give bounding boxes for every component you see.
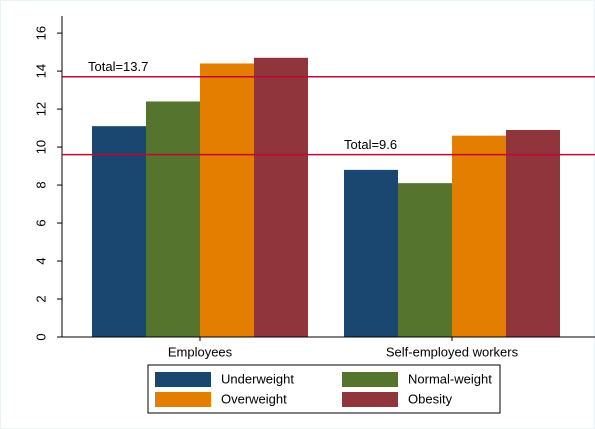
bar: [146, 101, 200, 337]
y-tick-label: 12: [33, 102, 48, 116]
legend-swatch: [342, 372, 398, 387]
y-tick-label: 2: [33, 295, 48, 302]
bar: [452, 135, 506, 337]
bar: [254, 57, 308, 337]
legend-swatch: [155, 372, 211, 387]
y-tick-label: 8: [33, 181, 48, 188]
y-tick-label: 0: [33, 333, 48, 340]
y-tick-label: 4: [33, 257, 48, 264]
y-tick-label: 6: [33, 219, 48, 226]
bar: [344, 169, 398, 337]
x-tick-label: Employees: [168, 344, 233, 359]
legend-swatch: [155, 392, 211, 407]
y-tick-label: 14: [33, 64, 48, 78]
bar: [200, 63, 254, 338]
x-tick-label: Self-employed workers: [386, 344, 519, 359]
legend-label: Normal-weight: [408, 371, 492, 386]
bar: [92, 126, 146, 337]
reference-label: Total=9.6: [344, 137, 397, 152]
legend-label: Obesity: [408, 391, 453, 406]
bar: [506, 129, 560, 337]
legend-label: Underweight: [221, 371, 294, 386]
reference-label: Total=13.7: [88, 59, 148, 74]
legend-swatch: [342, 392, 398, 407]
y-tick-label: 10: [33, 140, 48, 154]
legend-label: Overweight: [221, 391, 287, 406]
y-tick-label: 16: [33, 26, 48, 40]
bar: [398, 183, 452, 337]
